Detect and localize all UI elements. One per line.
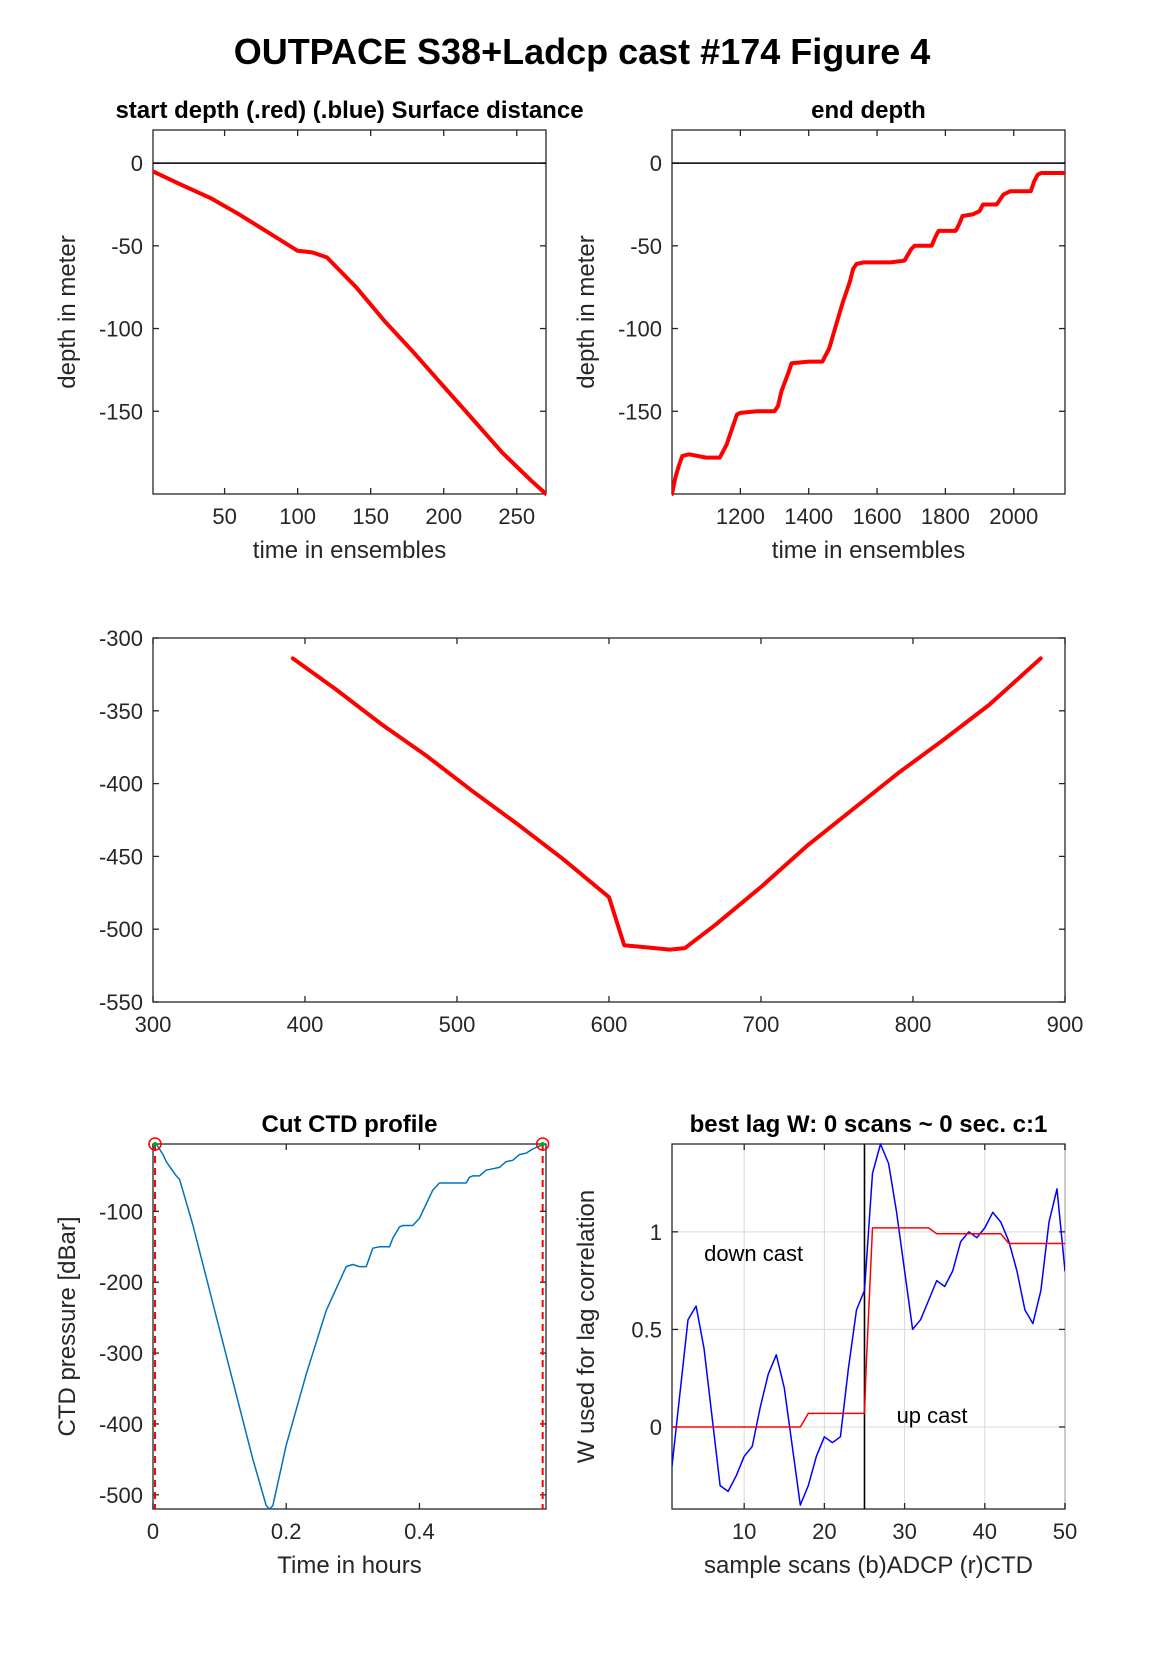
x-axis-label: time in ensembles	[772, 537, 965, 564]
plot-start-depth: 50 100 150 200 250 0 -50 -100 -150 start depth (.…	[54, 97, 584, 564]
x-tick-label: 20	[812, 1519, 836, 1544]
y-tick-label: -150	[99, 399, 143, 424]
series-line-0	[672, 171, 1065, 496]
plot-best-lag: 10 20 30 40 50 0 0.5 1 down cast up cast best lag …	[573, 1111, 1077, 1579]
series-line-0	[153, 1143, 546, 1510]
y-tick-label: -450	[99, 844, 143, 869]
y-tick-label: -100	[99, 1199, 143, 1224]
y-tick-label: -400	[99, 1412, 143, 1437]
series-line-0	[153, 169, 546, 496]
x-axis-label: Time in hours	[277, 1552, 422, 1579]
x-axis-label: sample scans (b)ADCP (r)CTD	[704, 1552, 1033, 1579]
annotation-text: up cast	[897, 1403, 968, 1428]
y-tick-label: -350	[99, 699, 143, 724]
y-tick-label: 1	[650, 1220, 662, 1245]
y-tick-label: -150	[618, 399, 662, 424]
y-tick-label: -300	[99, 626, 143, 651]
y-tick-label: -300	[99, 1341, 143, 1366]
plot-title: best lag W: 0 scans ~ 0 sec. c:1	[690, 1111, 1048, 1138]
x-tick-label: 250	[498, 504, 535, 529]
figure-suptitle: OUTPACE S38+Ladcp cast #174 Figure 4	[234, 31, 931, 72]
axes-frame	[671, 129, 1066, 495]
y-axis-label: depth in meter	[54, 235, 81, 388]
y-tick-label: -400	[99, 772, 143, 797]
x-tick-label: 0	[147, 1519, 159, 1544]
series-line-adcp	[672, 1143, 1065, 1506]
y-tick-label: -550	[99, 990, 143, 1015]
x-tick-label: 2000	[989, 504, 1038, 529]
x-tick-label: 1400	[784, 504, 833, 529]
x-tick-label: 400	[287, 1012, 324, 1037]
y-tick-label: 0	[131, 151, 143, 176]
y-tick-label: -500	[99, 1483, 143, 1508]
plot-end-depth: 1200 1400 1600 1800 2000 0 -50 -100 -150 end dept…	[573, 97, 1066, 564]
plot-full-profile: 300 400 500 600 700 800 900 -300 -350 -400 -450 -50…	[99, 626, 1083, 1037]
axes-frame	[152, 129, 547, 495]
plot-title: Cut CTD profile	[262, 1111, 438, 1138]
y-axis-label: W used for lag correlation	[573, 1190, 600, 1463]
y-tick-label: -50	[111, 234, 143, 259]
x-tick-label: 50	[1053, 1519, 1077, 1544]
x-tick-label: 0.4	[404, 1519, 435, 1544]
axes-frame	[152, 637, 1066, 1003]
series-line-0	[290, 656, 1043, 952]
y-tick-label: -50	[630, 234, 662, 259]
x-tick-label: 150	[352, 504, 389, 529]
x-tick-label: 10	[732, 1519, 756, 1544]
y-tick-label: 0	[650, 1415, 662, 1440]
x-tick-label: 600	[591, 1012, 628, 1037]
x-tick-label: 50	[212, 504, 236, 529]
x-tick-label: 300	[135, 1012, 172, 1037]
x-tick-label: 0.2	[271, 1519, 302, 1544]
x-tick-label: 1800	[921, 504, 970, 529]
series-line-ctd	[672, 1227, 1065, 1428]
x-tick-label: 40	[973, 1519, 997, 1544]
y-tick-label: -100	[618, 317, 662, 342]
x-tick-label: 900	[1047, 1012, 1084, 1037]
x-tick-label: 1600	[853, 504, 902, 529]
y-tick-label: -200	[99, 1270, 143, 1295]
plot-cut-ctd-profile: 0 0.2 0.4 -100 -200 -300 -400 -500 Cut CTD profi…	[54, 1111, 550, 1579]
y-axis-label: CTD pressure [dBar]	[54, 1216, 81, 1436]
x-tick-label: 700	[743, 1012, 780, 1037]
x-tick-label: 30	[892, 1519, 916, 1544]
y-tick-label: 0	[650, 151, 662, 176]
y-tick-label: 0.5	[631, 1317, 662, 1342]
y-tick-label: -100	[99, 317, 143, 342]
annotation-text: down cast	[704, 1241, 803, 1266]
y-axis-label: depth in meter	[573, 235, 600, 388]
plot-title: start depth (.red) (.blue) Surface dista…	[115, 97, 583, 124]
axes-frame	[152, 1143, 547, 1510]
plot-title: end depth	[811, 97, 926, 124]
y-tick-label: -500	[99, 917, 143, 942]
x-tick-label: 100	[279, 504, 316, 529]
cut-point-marker	[148, 1137, 162, 1151]
x-tick-label: 200	[425, 504, 462, 529]
cut-point-center	[152, 1142, 157, 1146]
x-tick-label: 1200	[716, 504, 765, 529]
x-axis-label: time in ensembles	[253, 537, 446, 564]
x-tick-label: 500	[439, 1012, 476, 1037]
cut-point-center	[540, 1142, 545, 1146]
x-tick-label: 800	[895, 1012, 932, 1037]
cut-point-marker	[535, 1137, 550, 1151]
